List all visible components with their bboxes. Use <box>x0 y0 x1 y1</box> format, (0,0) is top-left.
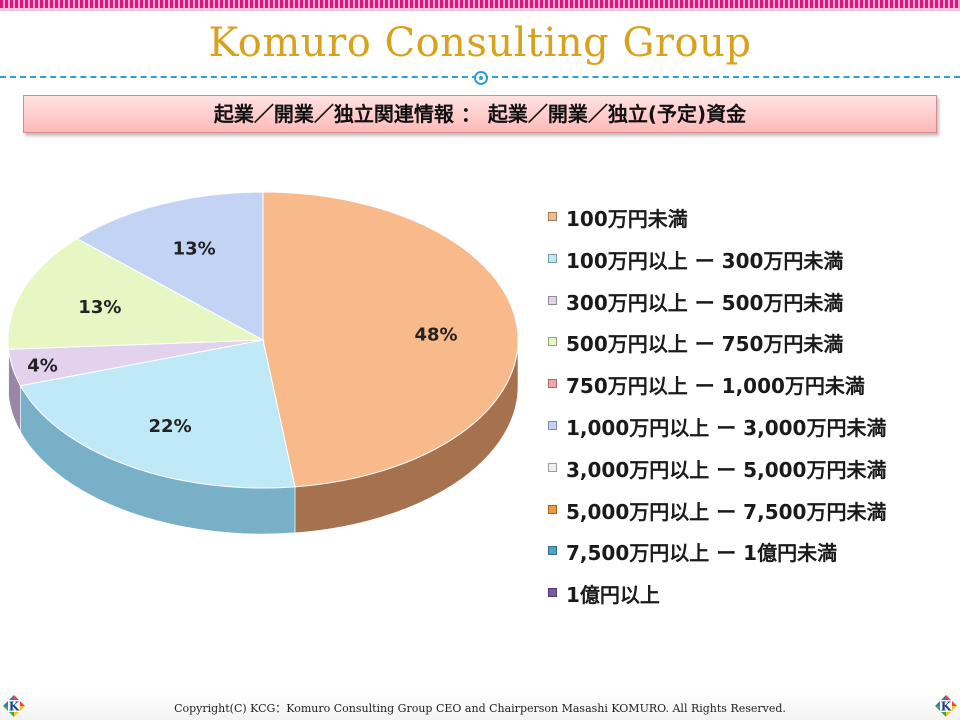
pie-slice-3 <box>7 238 265 350</box>
legend-label: 500万円以上 ー 750万円未満 <box>566 332 844 357</box>
legend-swatch <box>548 212 557 221</box>
slide-title: 起業／開業／独立関連情報 ： 起業／開業／独立(予定)資金 <box>23 95 937 133</box>
data-label-1: 22% <box>149 416 192 437</box>
legend-swatch <box>548 379 557 389</box>
copyright-text: Copyright(C) KCG：Komuro Consulting Group… <box>174 702 786 715</box>
legend-swatch <box>548 462 557 472</box>
legend-swatch <box>548 295 557 305</box>
pie-slice-1 <box>19 339 296 489</box>
data-label-5: 13% <box>173 239 216 260</box>
kcg-logo-right-letter: K <box>941 700 952 714</box>
pie-slice-5 <box>76 191 264 341</box>
brand-title: Komuro Consulting Group <box>208 20 752 66</box>
legend-label: 100万円未満 <box>566 207 688 231</box>
top-decorative-stripe-lower <box>0 8 960 11</box>
kcg-logo-left-icon: K <box>3 695 25 717</box>
legend-swatch <box>548 337 557 347</box>
top-decorative-stripe <box>0 0 960 8</box>
legend-label: 750万円以上 ー 1,000万円未満 <box>566 374 865 399</box>
kcg-logo-right-icon: K <box>935 695 957 717</box>
legend-swatch <box>548 588 557 598</box>
legend-label: 7,500万円以上 ー 1億円未満 <box>566 541 838 566</box>
pie-slice-0 <box>262 191 519 488</box>
legend-label: 1,000万円以上 ー 3,000万円未満 <box>566 415 887 440</box>
legend-label: 300万円以上 ー 500万円未満 <box>566 290 844 315</box>
legend-swatch <box>548 253 557 263</box>
footer-bar <box>0 692 960 720</box>
legend-label: 1億円以上 <box>566 583 660 608</box>
data-label-2: 4% <box>27 355 58 376</box>
legend-swatch <box>548 504 557 514</box>
divider-ornament-icon <box>474 71 488 85</box>
data-label-0: 48% <box>415 325 458 346</box>
legend-swatch <box>548 546 557 556</box>
data-label-3: 13% <box>78 297 121 318</box>
pie-chart: 48% 22% 4% 13% 13% <box>7 191 519 535</box>
legend-swatch <box>548 420 557 430</box>
legend-label: 3,000万円以上 ー 5,000万円未満 <box>566 457 887 482</box>
kcg-logo-left-letter: K <box>9 700 20 714</box>
legend-label: 100万円以上 ー 300万円未満 <box>566 248 844 273</box>
legend-label: 5,000万円以上 ー 7,500万円未満 <box>566 499 887 524</box>
